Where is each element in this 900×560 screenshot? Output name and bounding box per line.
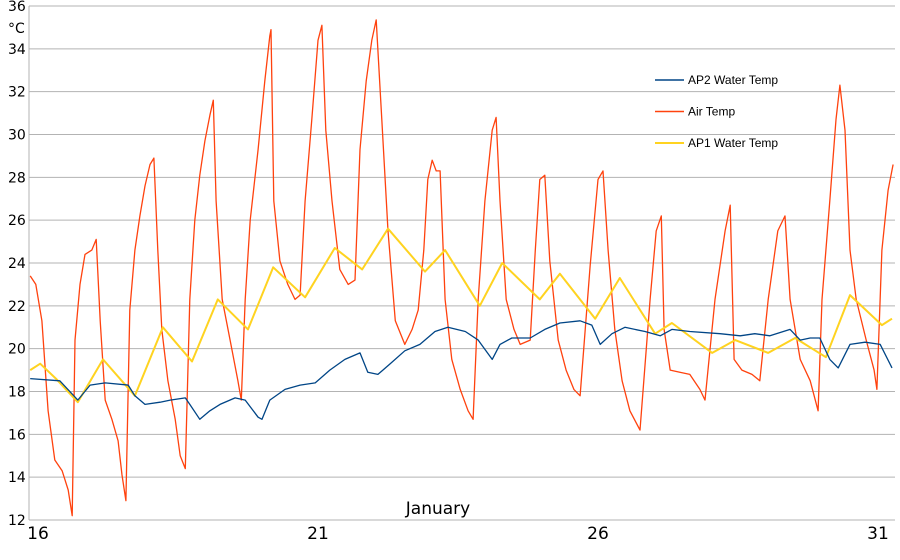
y-tick-label: 30: [8, 128, 26, 144]
y-tick-label: 12: [8, 513, 26, 529]
y-tick-label: 16: [8, 427, 26, 443]
x-tick-label: 16: [27, 524, 49, 544]
series-line-ap2-water-temp: [30, 320, 893, 420]
y-tick-label: 20: [8, 342, 26, 358]
x-tick-label: 21: [307, 524, 329, 544]
y-tick-label: 28: [8, 170, 26, 186]
series-line-ap1-water-temp: [29, 227, 893, 404]
y-tick-label: 22: [8, 299, 26, 315]
y-tick-label: 18: [8, 385, 26, 401]
y-axis-unit-label: °C: [8, 21, 25, 37]
x-axis-ticks: 16 21 26 31: [27, 524, 889, 544]
y-axis-ticks: 12 14 16 18 20 22 24 26 28 30 32 34 36: [8, 0, 26, 529]
legend-label: Air Temp: [688, 105, 735, 119]
x-axis-label: January: [405, 499, 470, 519]
y-tick-label: 32: [8, 85, 26, 101]
y-tick-label: 14: [8, 470, 26, 486]
legend-label: AP1 Water Temp: [688, 136, 778, 150]
legend-label: AP2 Water Temp: [688, 73, 778, 87]
gridlines: [28, 5, 895, 521]
x-tick-label: 26: [587, 524, 609, 544]
x-tick-label: 31: [867, 524, 889, 544]
series-line-air-temp: [29, 19, 894, 517]
y-tick-label: 36: [8, 0, 26, 15]
legend: AP2 Water Temp Air Temp AP1 Water Temp: [655, 73, 778, 150]
y-tick-label: 34: [8, 42, 26, 58]
series-lines: [29, 19, 894, 517]
y-tick-label: 26: [8, 213, 26, 229]
y-tick-label: 24: [8, 256, 26, 272]
